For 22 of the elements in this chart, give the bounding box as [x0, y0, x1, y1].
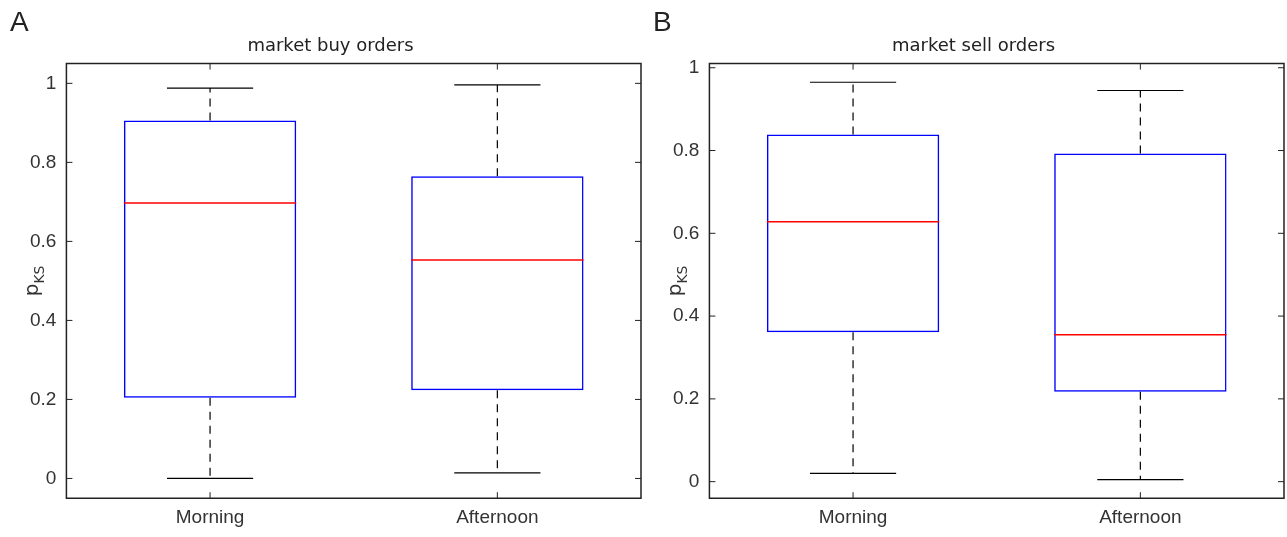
y-axis-title: pKS — [19, 265, 47, 297]
y-tick-label: 0.8 — [672, 138, 700, 160]
y-tick-label: 0.2 — [672, 387, 700, 409]
y-tick-label: 0 — [688, 469, 700, 491]
x-tick-label: Afternoon — [1099, 505, 1182, 527]
y-tick-label: 0 — [45, 466, 57, 488]
y-tick-label: 0.4 — [29, 308, 57, 330]
x-tick-label: Afternoon — [456, 505, 539, 527]
y-tick-label: 0.4 — [672, 304, 700, 326]
chart-title: market buy orders — [247, 34, 414, 56]
y-tick-label: 0.6 — [672, 221, 700, 243]
y-tick-label: 0.8 — [29, 150, 57, 172]
y-tick-label: 1 — [45, 71, 57, 93]
y-tick-label: 0.2 — [29, 387, 57, 409]
text: A — [10, 6, 29, 38]
x-tick-label: Morning — [818, 505, 888, 527]
y-tick-label: 0.6 — [29, 229, 57, 251]
y-tick-label: 1 — [688, 55, 700, 77]
y-axis-title: pKS — [662, 265, 690, 297]
x-tick-label: Morning — [175, 505, 245, 527]
chart-title: market sell orders — [891, 34, 1056, 56]
text: B — [653, 6, 672, 38]
